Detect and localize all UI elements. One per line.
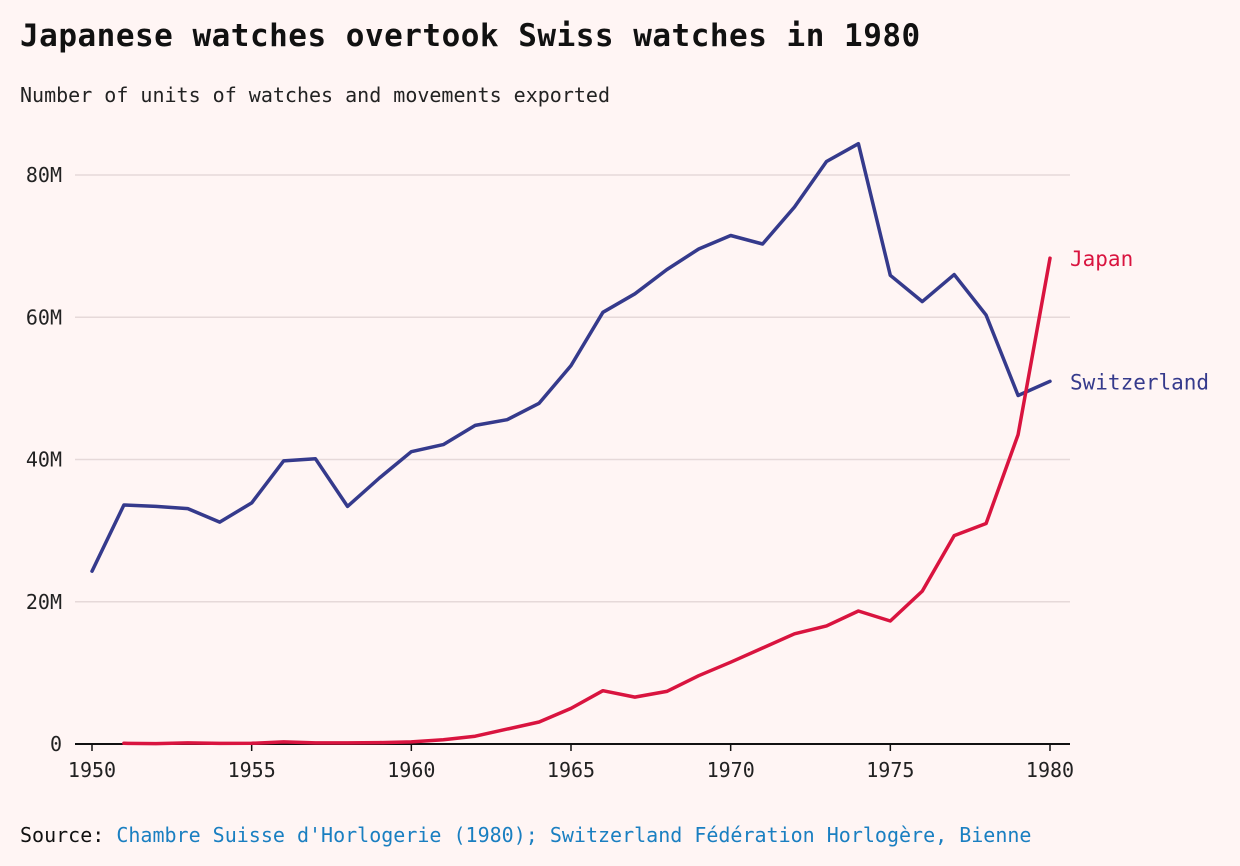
data-point-japan <box>952 534 956 538</box>
data-point-japan <box>409 740 413 744</box>
data-point-japan <box>345 741 349 745</box>
data-point-japan <box>1016 433 1020 437</box>
x-tick-label: 1970 <box>707 758 755 782</box>
data-point-switzerland <box>441 443 445 447</box>
data-point-switzerland <box>601 310 605 314</box>
data-point-switzerland <box>697 247 701 251</box>
y-tick-label: 20M <box>26 590 62 614</box>
data-point-switzerland <box>314 457 318 461</box>
data-point-japan <box>441 738 445 742</box>
data-point-switzerland <box>186 507 190 511</box>
data-point-switzerland <box>122 503 126 507</box>
series-line-japan <box>122 256 1052 746</box>
data-point-switzerland <box>569 364 573 368</box>
data-point-japan <box>665 689 669 693</box>
data-point-switzerland <box>1016 393 1020 397</box>
y-tick-label: 40M <box>26 448 62 472</box>
data-point-japan <box>122 741 126 745</box>
data-point-switzerland <box>920 300 924 304</box>
data-point-switzerland <box>856 142 860 146</box>
data-point-switzerland <box>377 476 381 480</box>
data-point-japan <box>888 619 892 623</box>
y-tick-label: 0 <box>50 732 62 756</box>
data-point-japan <box>697 674 701 678</box>
data-point-japan <box>377 741 381 745</box>
data-point-switzerland <box>761 242 765 246</box>
data-point-japan <box>186 741 190 745</box>
x-tick-label: 1955 <box>228 758 276 782</box>
data-point-switzerland <box>409 450 413 454</box>
data-point-japan <box>984 522 988 526</box>
data-point-japan <box>154 742 158 746</box>
data-point-switzerland <box>282 459 286 463</box>
series-label-japan: Japan <box>1070 247 1133 271</box>
data-point-switzerland <box>984 313 988 317</box>
data-point-japan <box>729 660 733 664</box>
y-tick-label: 60M <box>26 305 62 329</box>
source-note: Source: Chambre Suisse d'Horlogerie (198… <box>20 823 1031 847</box>
x-tick-label: 1965 <box>547 758 595 782</box>
data-point-japan <box>537 720 541 724</box>
data-point-switzerland <box>505 418 509 422</box>
data-point-switzerland <box>537 401 541 405</box>
data-point-japan <box>633 695 637 699</box>
data-point-japan <box>569 706 573 710</box>
data-point-switzerland <box>473 423 477 427</box>
data-point-switzerland <box>250 501 254 505</box>
data-point-japan <box>282 740 286 744</box>
data-point-japan <box>314 741 318 745</box>
x-tick-label: 1975 <box>866 758 914 782</box>
chart-title: Japanese watches overtook Swiss watches … <box>20 18 921 54</box>
series-label-switzerland: Switzerland <box>1070 370 1209 394</box>
data-point-switzerland <box>665 268 669 272</box>
chart-subtitle: Number of units of watches and movements… <box>20 83 611 107</box>
data-point-japan <box>601 689 605 693</box>
data-point-switzerland <box>218 520 222 524</box>
data-point-switzerland <box>824 159 828 163</box>
source-label: Source: <box>20 823 105 847</box>
data-point-switzerland <box>793 205 797 209</box>
data-point-switzerland <box>345 504 349 508</box>
x-tick-label: 1960 <box>387 758 435 782</box>
data-point-japan <box>473 734 477 738</box>
data-point-japan <box>761 646 765 650</box>
source-link[interactable]: Chambre Suisse d'Horlogerie (1980); Swit… <box>116 823 1032 847</box>
data-point-switzerland <box>888 273 892 277</box>
data-point-japan <box>856 609 860 613</box>
x-tick-label: 1980 <box>1026 758 1074 782</box>
data-point-japan <box>793 632 797 636</box>
data-point-switzerland <box>952 273 956 277</box>
series-line-switzerland <box>90 141 1052 573</box>
data-point-japan <box>920 589 924 593</box>
data-point-switzerland <box>729 233 733 237</box>
x-tick-label: 1950 <box>68 758 116 782</box>
data-point-switzerland <box>1048 379 1052 383</box>
data-point-japan <box>218 741 222 745</box>
data-point-japan <box>505 727 509 731</box>
data-point-japan <box>824 624 828 628</box>
data-point-japan <box>250 741 254 745</box>
data-point-switzerland <box>90 569 94 573</box>
data-point-japan <box>1048 256 1052 260</box>
data-point-switzerland <box>154 504 158 508</box>
y-tick-label: 80M <box>26 163 62 187</box>
data-point-switzerland <box>633 292 637 296</box>
